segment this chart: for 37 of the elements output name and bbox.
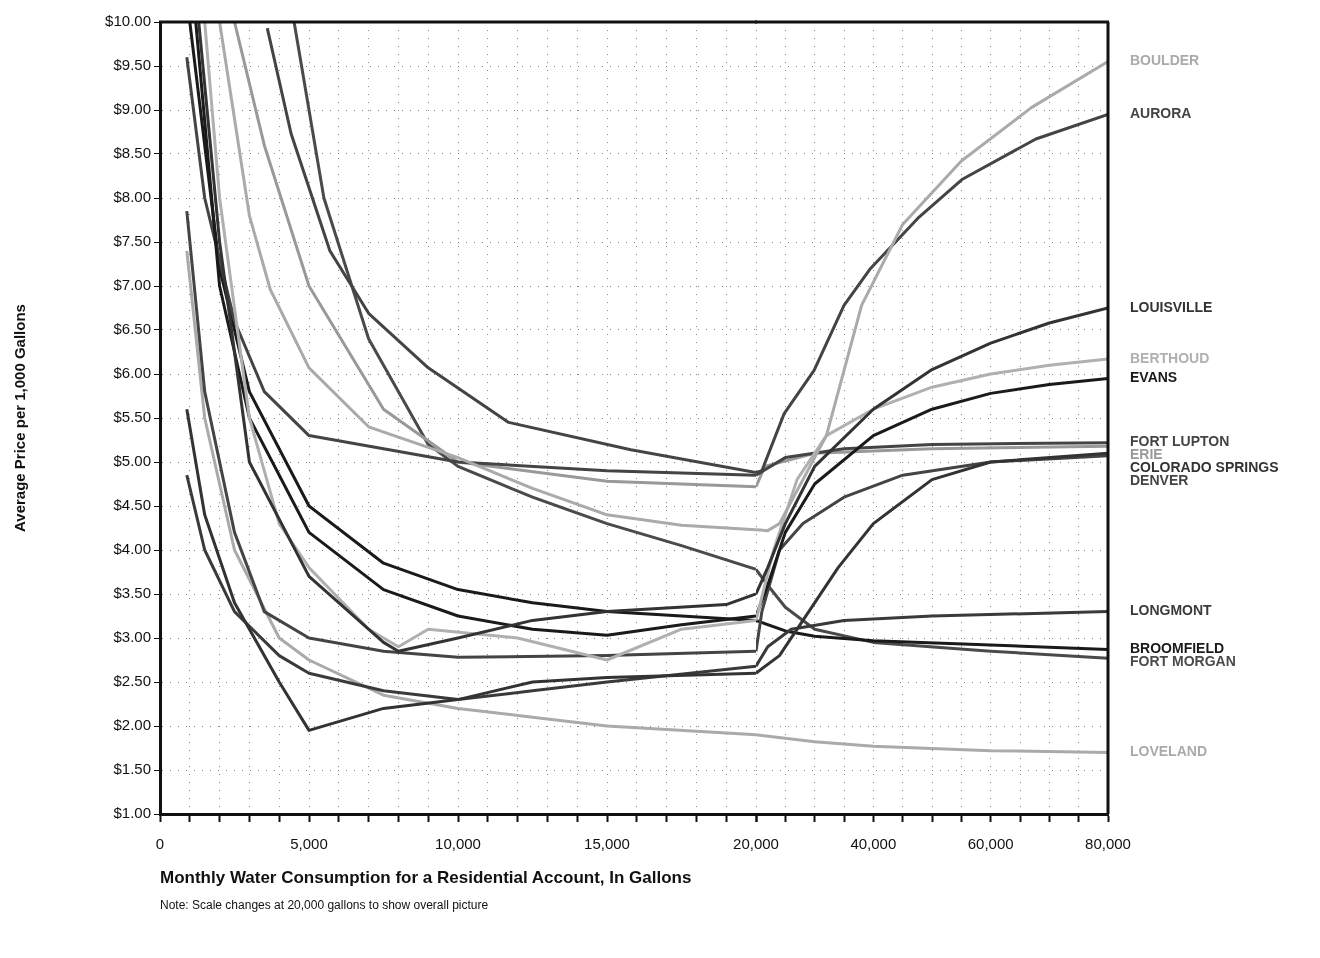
series-label: LOVELAND	[1130, 743, 1207, 760]
y-tick-label: $6.50	[113, 320, 151, 338]
y-tick-label: $2.50	[113, 672, 151, 690]
y-tick-label: $1.00	[113, 804, 151, 822]
x-tick-label: 5,000	[290, 835, 328, 853]
x-tick-label: 40,000	[850, 835, 897, 853]
x-tick-label: 20,000	[733, 835, 779, 853]
x-tick-label: 0	[155, 835, 165, 853]
y-tick-label: $7.50	[113, 232, 151, 250]
x-tick-label: 80,000	[1085, 835, 1131, 853]
y-tick-label: $9.50	[113, 56, 151, 74]
y-tick-label: $2.00	[113, 716, 151, 734]
y-tick-label: $7.00	[113, 276, 151, 294]
y-tick-label: $8.00	[113, 188, 151, 206]
series-label: AURORA	[1130, 105, 1192, 122]
y-tick-label: $4.00	[113, 540, 151, 558]
x-axis-title: Monthly Water Consumption for a Residential Account, In Gallons	[160, 868, 693, 888]
y-tick-label: $1.50	[113, 760, 151, 778]
series-label: BERTHOUD	[1130, 349, 1210, 366]
text: Note: Scale changes at 20,000 gallons to show overall picture	[160, 898, 490, 912]
series-label: BOULDER	[1130, 52, 1200, 69]
y-tick-label: $8.50	[113, 144, 151, 162]
x-tick-label: 15,000	[584, 835, 630, 853]
y-tick-label: $5.00	[113, 452, 151, 470]
y-tick-label: $4.50	[113, 496, 151, 514]
y-tick-label: $5.50	[113, 408, 151, 426]
y-axis-title: Average Price per 1,000 Gallons	[11, 304, 29, 532]
y-tick-label: $3.00	[113, 628, 151, 646]
y-tick-label: $10.00	[105, 12, 151, 30]
series-label: LOUISVILLE	[1130, 298, 1213, 315]
x-tick-label: 10,000	[435, 835, 481, 853]
y-tick-label: $3.50	[113, 584, 151, 602]
y-tick-label: $9.00	[113, 100, 151, 118]
series-label: LONGMONT	[1130, 602, 1213, 619]
series-label: EVANS	[1130, 369, 1178, 386]
y-tick-label: $6.00	[113, 364, 151, 382]
x-tick-label: 60,000	[967, 835, 1014, 853]
